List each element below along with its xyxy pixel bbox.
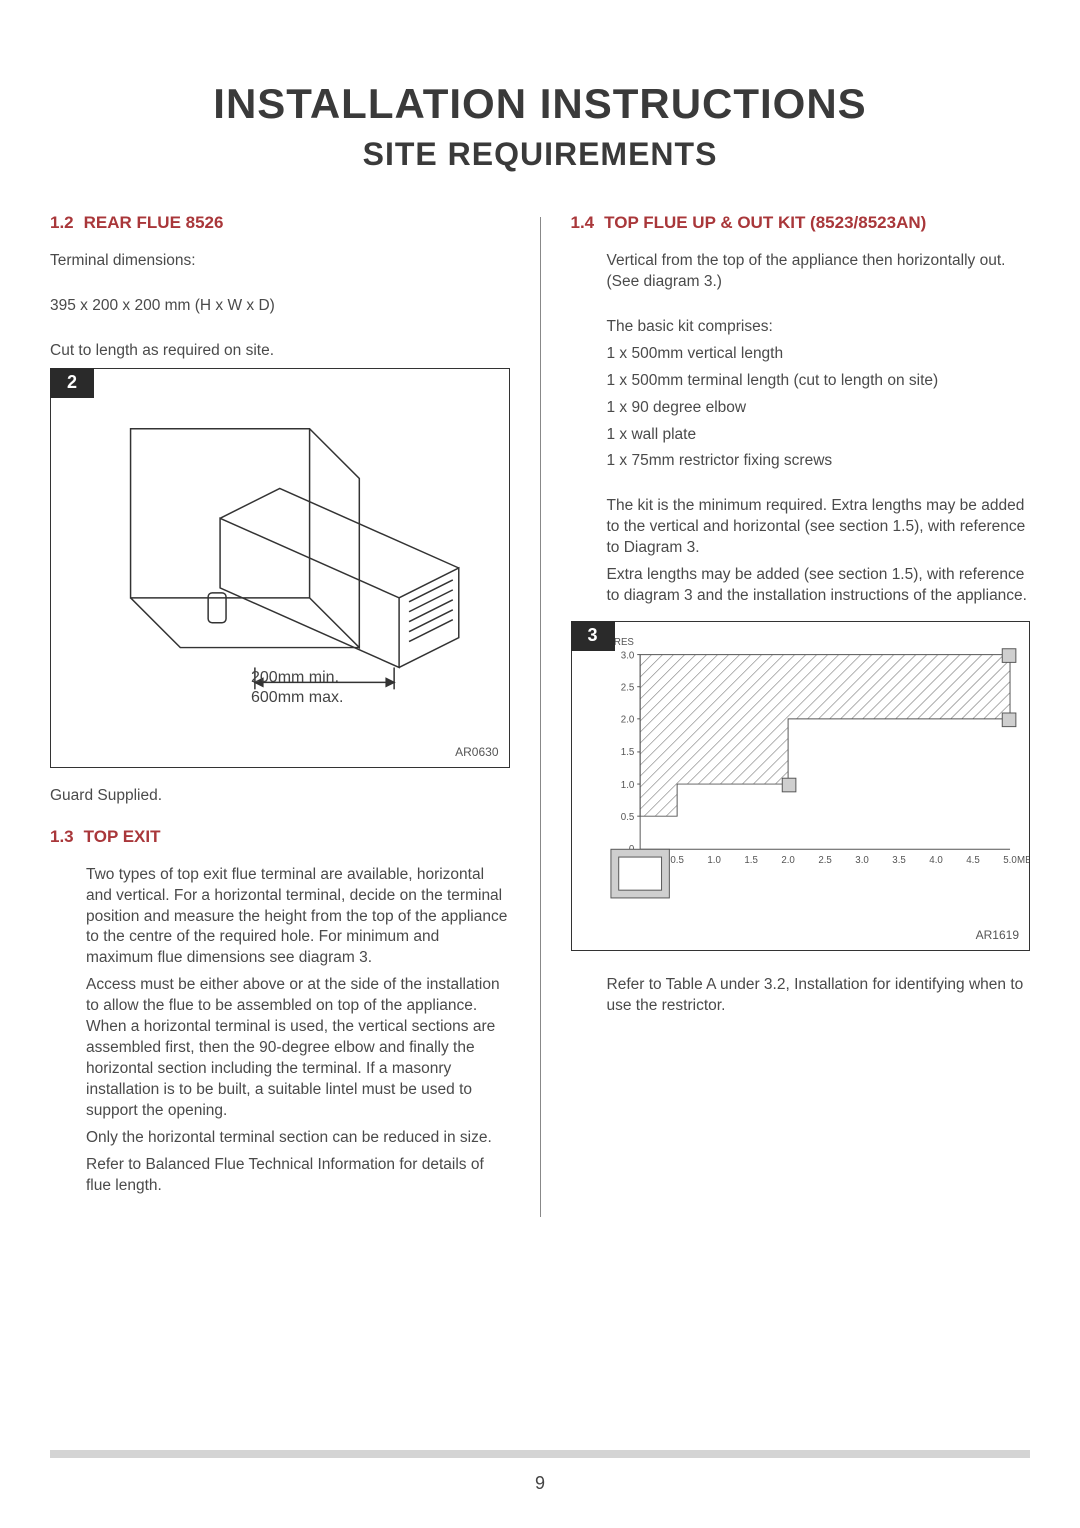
- section-num: 1.3: [50, 827, 74, 847]
- s14-li5: 1 x 75mm restrictor fixing screws: [607, 451, 1031, 472]
- svg-text:2.5: 2.5: [818, 855, 832, 866]
- section-title: TOP FLUE UP & OUT KIT (8523/8523AN): [604, 213, 926, 233]
- s14-p5: Refer to Table A under 3.2, Installation…: [607, 975, 1031, 1017]
- section-num: 1.4: [571, 213, 595, 233]
- svg-text:METRES: METRES: [1017, 855, 1029, 866]
- fig2-label1: 200mm min.: [251, 669, 339, 687]
- s12-p3: Cut to length as required on site.: [50, 341, 510, 362]
- column-divider: [540, 217, 541, 1217]
- s13-p4: Refer to Balanced Flue Technical Informa…: [86, 1155, 510, 1197]
- svg-text:1.0: 1.0: [620, 780, 634, 791]
- s13-p2: Access must be either above or at the si…: [86, 975, 510, 1121]
- figure-2: 2: [50, 368, 510, 768]
- svg-text:2.0: 2.0: [620, 715, 634, 726]
- svg-text:4.0: 4.0: [929, 855, 943, 866]
- fig2-label2: 600mm max.: [251, 689, 343, 707]
- figure-2-ref: AR0630: [455, 745, 498, 759]
- svg-text:3.0: 3.0: [855, 855, 869, 866]
- svg-text:2.0: 2.0: [781, 855, 795, 866]
- figure-2-diagram: [51, 369, 509, 767]
- svg-text:3.0: 3.0: [620, 650, 634, 661]
- section-1-4-heading: 1.4 TOP FLUE UP & OUT KIT (8523/8523AN): [571, 213, 1031, 233]
- svg-text:4.5: 4.5: [966, 855, 980, 866]
- title-block: INSTALLATION INSTRUCTIONS SITE REQUIREME…: [50, 80, 1030, 173]
- s13-p3: Only the horizontal terminal section can…: [86, 1128, 510, 1149]
- section-1-2-heading: 1.2 REAR FLUE 8526: [50, 213, 510, 233]
- svg-text:3.5: 3.5: [892, 855, 906, 866]
- s14-p1: Vertical from the top of the appliance t…: [607, 251, 1031, 293]
- svg-text:0.5: 0.5: [620, 812, 634, 823]
- s14-p3: The kit is the minimum required. Extra l…: [607, 496, 1031, 559]
- s14-p4: Extra lengths may be added (see section …: [607, 565, 1031, 607]
- figure-2-number: 2: [50, 368, 94, 398]
- figure-3-number: 3: [571, 621, 615, 651]
- s13-p1: Two types of top exit flue terminal are …: [86, 865, 510, 970]
- s14-li1: 1 x 500mm vertical length: [607, 344, 1031, 365]
- section-num: 1.2: [50, 213, 74, 233]
- page-number: 9: [0, 1473, 1080, 1494]
- figure-3: 3 3.0 2.5 2.0 1.5: [571, 621, 1031, 951]
- page-subtitle: SITE REQUIREMENTS: [50, 136, 1030, 173]
- svg-text:5.0: 5.0: [1003, 855, 1017, 866]
- figure-3-ref: AR1619: [976, 928, 1019, 942]
- s14-li2: 1 x 500mm terminal length (cut to length…: [607, 371, 1031, 392]
- s14-p2: The basic kit comprises:: [607, 317, 1031, 338]
- s14-li3: 1 x 90 degree elbow: [607, 398, 1031, 419]
- right-column: 1.4 TOP FLUE UP & OUT KIT (8523/8523AN) …: [571, 213, 1031, 1217]
- section-title: TOP EXIT: [84, 827, 161, 847]
- two-column-layout: 1.2 REAR FLUE 8526 Terminal dimensions: …: [50, 213, 1030, 1217]
- svg-text:0.5: 0.5: [670, 855, 684, 866]
- left-column: 1.2 REAR FLUE 8526 Terminal dimensions: …: [50, 213, 510, 1217]
- s12-p2: 395 x 200 x 200 mm (H x W x D): [50, 296, 510, 317]
- section-1-3-heading: 1.3 TOP EXIT: [50, 827, 510, 847]
- s12-p4: Guard Supplied.: [50, 786, 510, 807]
- figure-3-chart: 3.0 2.5 2.0 1.5 1.0 0.5 0 METRES 0 0.5 1…: [572, 622, 1030, 950]
- page-title: INSTALLATION INSTRUCTIONS: [50, 80, 1030, 128]
- s14-li4: 1 x wall plate: [607, 425, 1031, 446]
- s12-p1: Terminal dimensions:: [50, 251, 510, 272]
- footer-bar: [50, 1450, 1030, 1458]
- svg-text:2.5: 2.5: [620, 683, 634, 694]
- svg-text:1.0: 1.0: [707, 855, 721, 866]
- svg-text:1.5: 1.5: [744, 855, 758, 866]
- section-title: REAR FLUE 8526: [84, 213, 224, 233]
- svg-text:1.5: 1.5: [620, 747, 634, 758]
